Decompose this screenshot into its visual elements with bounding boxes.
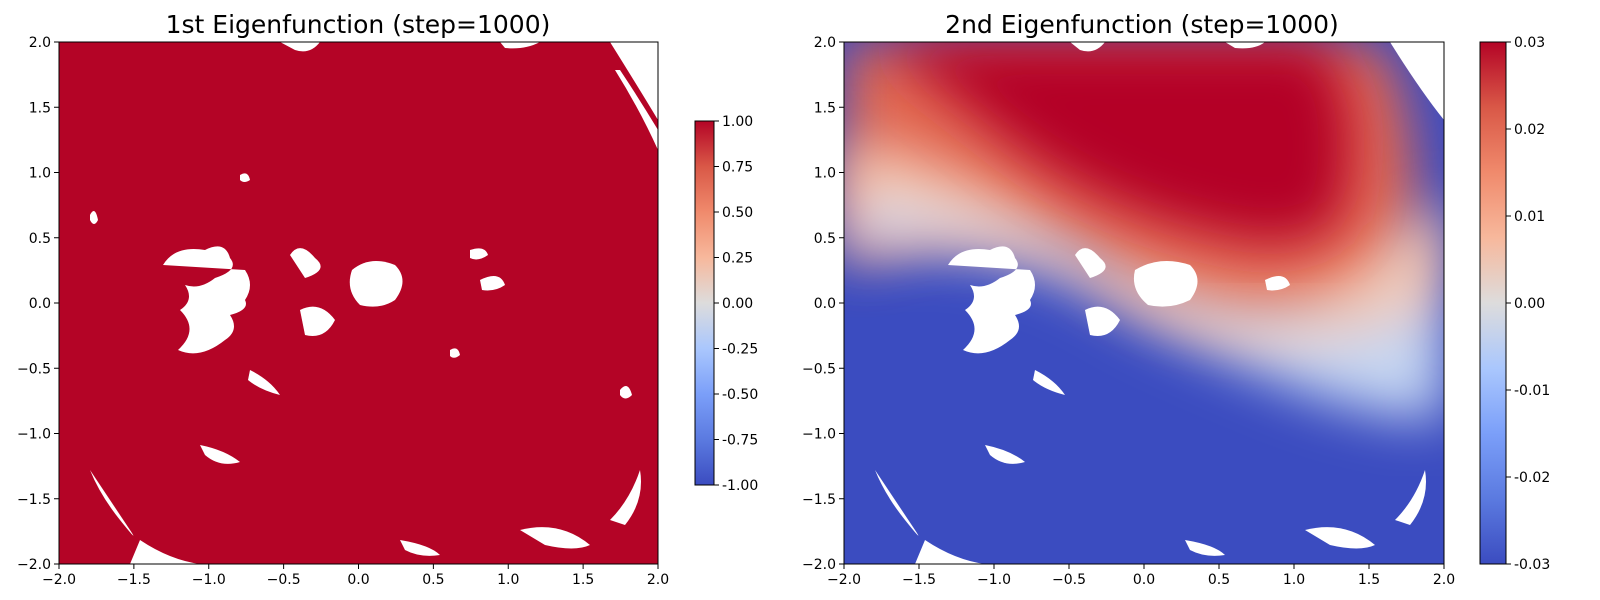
colorbar-tick-label: -0.01 xyxy=(1514,383,1550,399)
y-tick-label: 1.0 xyxy=(814,166,836,182)
x-tick-label: 1.5 xyxy=(1358,572,1380,588)
colorbar-tick-label: -0.03 xyxy=(1514,557,1550,573)
x-tick-label: −2.0 xyxy=(42,572,76,588)
x-tick-label: 1.0 xyxy=(1283,572,1305,588)
chart-title: 1st Eigenfunction (step=1000) xyxy=(166,10,551,39)
colorbar-tick-label: 0.03 xyxy=(1514,35,1545,51)
colorbar-tick-label: -0.75 xyxy=(722,433,758,449)
axis-ticks: −2.0 −1.5 −1.0 −0.5 0.0 0.5 1.0 1.5 2.0 −2.0 −1.5 −… xyxy=(802,35,1455,588)
scatter-field xyxy=(844,42,1444,564)
y-tick-label: 1.5 xyxy=(29,100,51,116)
x-tick-label: 1.5 xyxy=(572,572,594,588)
x-tick-label: 1.0 xyxy=(497,572,519,588)
eigenfunction-2-panel: 2nd Eigenfunction (step=1000) xyxy=(802,10,1550,588)
axis-ticks: −2.0 −1.5 −1.0 −0.5 0.0 0.5 1.0 1.5 2.0 −2.0 −1.5 −… xyxy=(17,35,669,588)
colorbar: 0.03 0.02 0.01 0.00 -0.01 -0.02 -0.03 xyxy=(1479,35,1550,573)
y-tick-label: −1.0 xyxy=(17,427,51,443)
colorbar: 1.00 0.75 0.50 0.25 0.00 -0.25 -0.50 -0.75 -1.00 xyxy=(694,114,758,494)
colorbar-tick-label: -0.02 xyxy=(1514,470,1550,486)
colorbar-tick-label: -0.50 xyxy=(722,387,758,403)
x-tick-label: 0.0 xyxy=(347,572,369,588)
x-tick-label: −0.5 xyxy=(267,572,301,588)
y-tick-label: 2.0 xyxy=(814,35,836,51)
y-tick-label: −1.0 xyxy=(802,427,836,443)
y-tick-label: −0.5 xyxy=(802,361,836,377)
eigenfunction-1-panel: 1st Eigenfunction (step=1000) xyxy=(17,10,758,588)
y-tick-label: −0.5 xyxy=(17,361,51,377)
y-tick-label: 0.5 xyxy=(29,231,51,247)
y-tick-label: −1.5 xyxy=(802,492,836,508)
x-tick-label: 2.0 xyxy=(647,572,669,588)
colorbar-gradient xyxy=(694,120,715,486)
y-tick-label: 2.0 xyxy=(29,35,51,51)
colorbar-tick-label: 0.50 xyxy=(722,205,753,221)
colorbar-tick-label: 0.25 xyxy=(722,251,753,267)
x-tick-label: 0.0 xyxy=(1133,572,1155,588)
y-tick-label: 1.5 xyxy=(814,100,836,116)
colorbar-ticks: 0.03 0.02 0.01 0.00 -0.01 -0.02 -0.03 xyxy=(1506,35,1550,573)
scatter-field xyxy=(59,42,658,564)
x-tick-label: −1.0 xyxy=(192,572,226,588)
colorbar-tick-label: 0.75 xyxy=(722,160,753,176)
x-tick-label: 0.5 xyxy=(422,572,444,588)
y-tick-label: −1.5 xyxy=(17,492,51,508)
x-tick-label: −1.5 xyxy=(117,572,151,588)
colorbar-tick-label: 0.01 xyxy=(1514,209,1545,225)
colorbar-ticks: 1.00 0.75 0.50 0.25 0.00 -0.25 -0.50 -0.75 -1.00 xyxy=(714,114,758,494)
colorbar-tick-label: 0.00 xyxy=(722,296,753,312)
y-tick-label: 0.5 xyxy=(814,231,836,247)
x-tick-label: 0.5 xyxy=(1208,572,1230,588)
colorbar-tick-label: -0.25 xyxy=(722,342,758,358)
colorbar-gradient xyxy=(1479,41,1507,565)
y-tick-label: −2.0 xyxy=(17,557,51,573)
y-tick-label: −2.0 xyxy=(802,557,836,573)
y-tick-label: 0.0 xyxy=(29,296,51,312)
colorbar-tick-label: 1.00 xyxy=(722,114,753,130)
x-tick-label: −0.5 xyxy=(1052,572,1086,588)
y-tick-label: 1.0 xyxy=(29,166,51,182)
x-tick-label: 2.0 xyxy=(1433,572,1455,588)
colorbar-tick-label: -1.00 xyxy=(722,478,758,494)
x-tick-label: −1.5 xyxy=(902,572,936,588)
colorbar-tick-label: 0.02 xyxy=(1514,122,1545,138)
colorbar-tick-label: 0.00 xyxy=(1514,296,1545,312)
y-tick-label: 0.0 xyxy=(814,296,836,312)
x-tick-label: −1.0 xyxy=(977,572,1011,588)
chart-title: 2nd Eigenfunction (step=1000) xyxy=(945,10,1339,39)
x-tick-label: −2.0 xyxy=(827,572,861,588)
